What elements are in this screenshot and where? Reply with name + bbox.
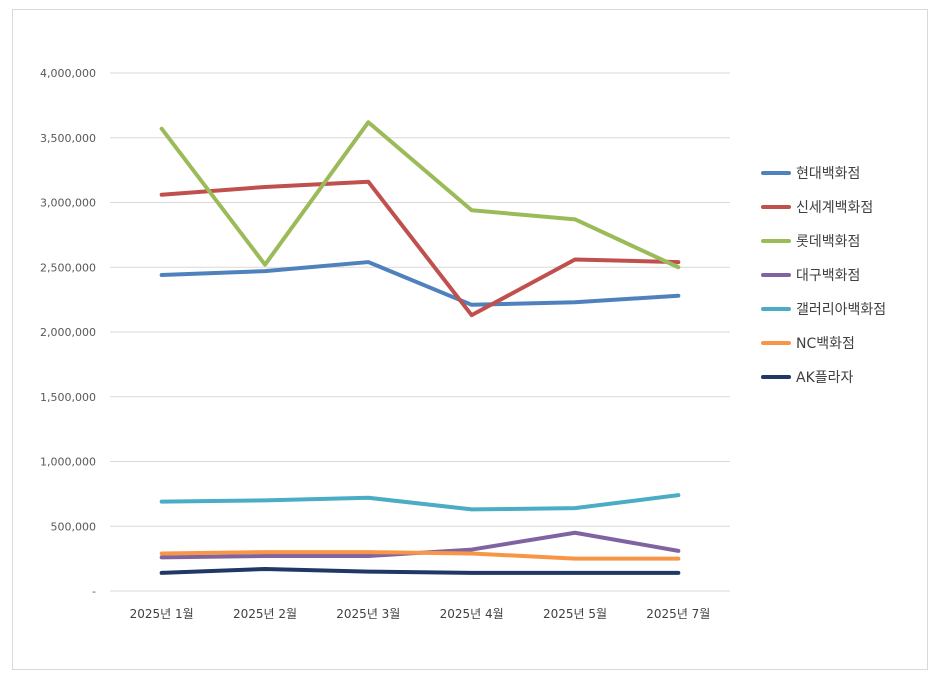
legend-label: 현대백화점 <box>796 166 860 182</box>
legend-label: NC백화점 <box>796 336 855 352</box>
legend-label: 갤러리아백화점 <box>796 302 886 318</box>
y-tick-label: - <box>92 585 96 598</box>
series-line-2 <box>159 120 681 270</box>
chart-frame <box>12 9 928 670</box>
legend-label: 대구백화점 <box>796 268 860 284</box>
y-tick-label: 500,000 <box>51 520 97 533</box>
y-axis-ticks: - 500,000 1,000,000 1,500,000 2,000,000 2,500… <box>40 67 96 598</box>
y-tick-label: 2,500,000 <box>40 261 96 274</box>
y-tick-label: 3,500,000 <box>40 132 96 145</box>
y-tick-label: 1,500,000 <box>40 391 96 404</box>
gridlines <box>110 72 730 592</box>
y-tick-label: 2,000,000 <box>40 326 96 339</box>
y-tick-label: 3,000,000 <box>40 197 96 210</box>
series-line-4 <box>159 493 681 512</box>
series-line-1 <box>159 179 681 318</box>
x-tick-label: 2025년 4월 <box>440 607 504 621</box>
legend-label: 롯데백화점 <box>796 234 860 250</box>
series-line-0 <box>159 260 681 307</box>
x-tick-label: 2025년 2월 <box>233 607 297 621</box>
x-axis-ticks: 2025년 1월 2025년 2월 2025년 3월 2025년 4월 2025년 5월… <box>130 607 711 621</box>
series-line-6 <box>159 566 681 575</box>
series-line-5 <box>159 550 681 561</box>
x-tick-label: 2025년 7월 <box>646 607 710 621</box>
x-tick-label: 2025년 3월 <box>336 607 400 621</box>
y-tick-label: 4,000,000 <box>40 67 96 80</box>
x-tick-label: 2025년 1월 <box>130 607 194 621</box>
x-tick-label: 2025년 5월 <box>543 607 607 621</box>
series-lines <box>159 120 681 575</box>
legend-label: AK플라자 <box>796 370 854 386</box>
y-tick-label: 1,000,000 <box>40 456 96 469</box>
legend-label: 신세계백화점 <box>796 200 873 216</box>
